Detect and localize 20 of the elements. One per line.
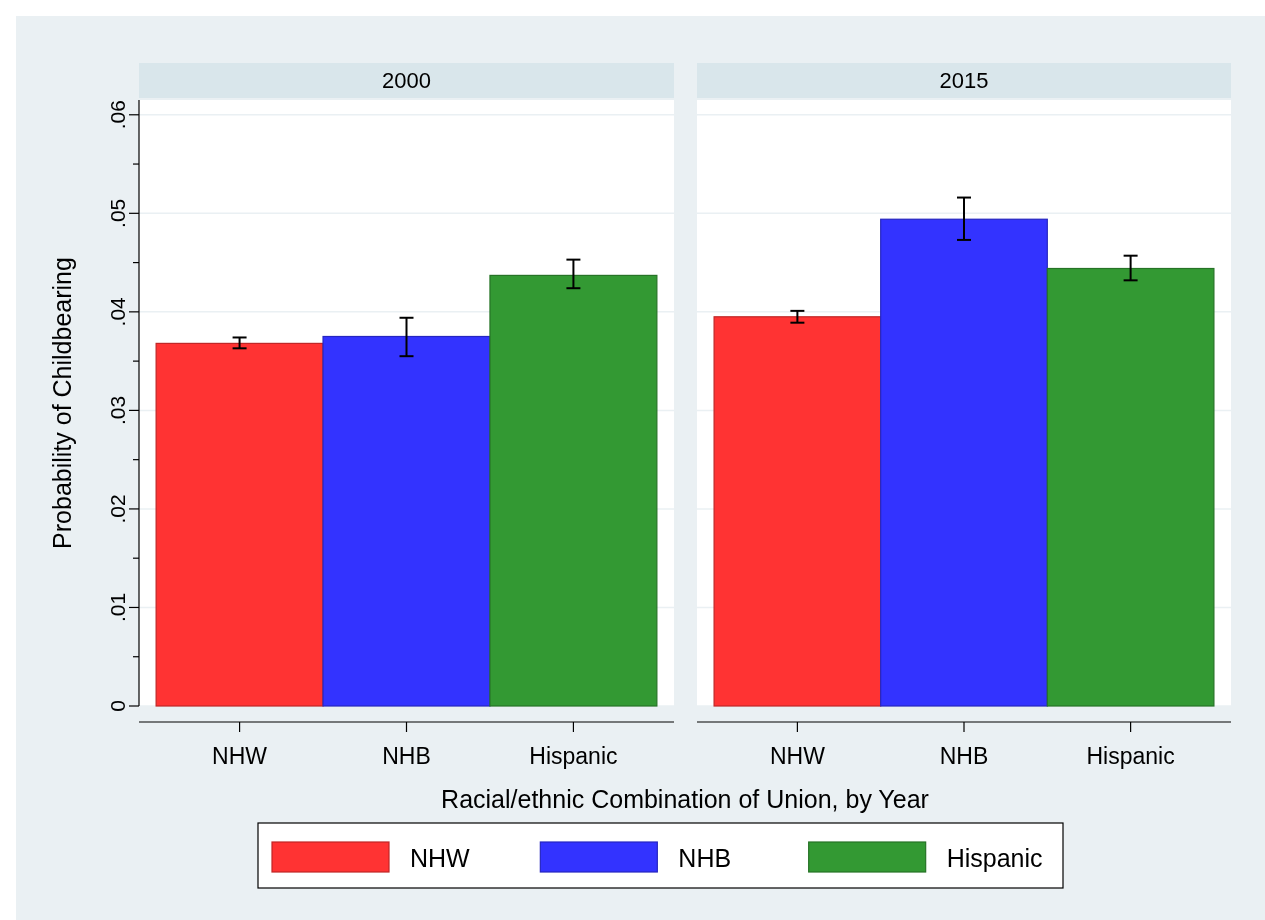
x-tick-label: Hispanic: [1086, 743, 1175, 769]
x-tick-label: NHB: [939, 743, 989, 769]
legend-label: NHB: [678, 844, 732, 872]
y-axis-title: Probability of Childbearing: [48, 257, 76, 549]
y-tick-label: .02: [106, 494, 129, 524]
y-tick-label: 0: [106, 700, 129, 712]
y-tick-label: .01: [106, 592, 129, 623]
y-tick-label: .05: [106, 198, 129, 228]
chart-title: 2015: [939, 68, 989, 93]
legend-label: Hispanic: [946, 844, 1043, 872]
x-tick-label: NHW: [769, 743, 826, 769]
y-tick-label: .06: [106, 100, 129, 130]
legend-label: NHW: [410, 844, 471, 872]
x-tick-label: NHW: [212, 743, 268, 769]
x-axis-title: Racial/ethnic Combination of Union, by Year: [441, 785, 929, 813]
x-tick-label: Hispanic: [529, 743, 618, 769]
chart-title: 2000: [382, 68, 431, 93]
y-tick-label: .04: [106, 296, 129, 327]
x-tick-label: NHB: [382, 743, 431, 769]
y-tick-label: .03: [106, 395, 129, 425]
